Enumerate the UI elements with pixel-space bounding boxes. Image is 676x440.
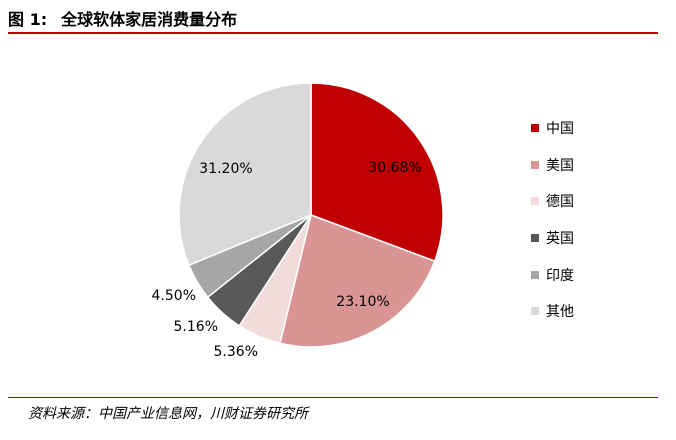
slice-data-label-4: 5.16% bbox=[174, 319, 218, 335]
legend-label: 美国 bbox=[546, 157, 574, 174]
slice-data-label-5: 4.50% bbox=[152, 288, 196, 304]
slice-data-label-2: 23.10% bbox=[336, 294, 389, 310]
legend-item-4: 英国 bbox=[531, 220, 574, 257]
legend-swatch bbox=[531, 307, 539, 316]
figure-title: 图 1: 全球软体家居消费量分布 bbox=[8, 6, 237, 30]
legend-label: 中国 bbox=[546, 121, 574, 138]
legend-label: 德国 bbox=[546, 194, 574, 211]
chart-legend: 中国美国德国英国印度其他 bbox=[531, 110, 574, 330]
pie-slice-1 bbox=[310, 82, 444, 263]
legend-swatch bbox=[531, 234, 539, 243]
slice-data-label-6: 31.20% bbox=[199, 161, 252, 177]
figure-number: 图 1: bbox=[8, 10, 48, 29]
pie-chart: 30.68% 23.10% 5.36% 5.16% 4.50% 31.20% bbox=[152, 82, 444, 360]
legend-item-3: 德国 bbox=[531, 183, 574, 220]
legend-swatch bbox=[531, 197, 539, 206]
legend-item-1: 中国 bbox=[531, 110, 574, 147]
legend-item-2: 美国 bbox=[531, 147, 574, 184]
chart-title: 全球软体家居消费量分布 bbox=[61, 10, 238, 29]
legend-label: 印度 bbox=[546, 267, 574, 284]
slice-data-label-3: 5.36% bbox=[214, 344, 258, 360]
slice-data-label-1: 30.68% bbox=[368, 160, 421, 176]
pie-slice-2 bbox=[279, 214, 436, 348]
legend-item-5: 印度 bbox=[531, 256, 574, 293]
source-divider bbox=[8, 397, 658, 398]
legend-swatch bbox=[531, 270, 539, 279]
legend-item-6: 其他 bbox=[531, 293, 574, 330]
legend-label: 英国 bbox=[546, 231, 574, 248]
legend-swatch bbox=[531, 160, 539, 169]
pie-slice-6 bbox=[178, 82, 312, 267]
legend-label: 其他 bbox=[546, 304, 574, 321]
legend-swatch bbox=[531, 124, 539, 133]
source-note: 资料来源：中国产业信息网，川财证券研究所 bbox=[28, 406, 308, 422]
title-divider bbox=[8, 32, 658, 34]
